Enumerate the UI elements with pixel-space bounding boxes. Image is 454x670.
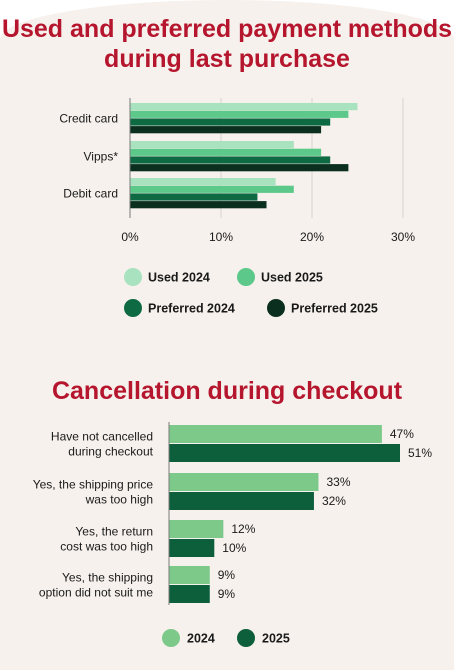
bar — [169, 425, 382, 443]
category-label: was too high — [85, 493, 153, 507]
bar — [130, 103, 358, 111]
legend-label: 2025 — [262, 632, 290, 646]
data-label: 9% — [218, 568, 236, 582]
bar — [169, 492, 314, 510]
data-label: 12% — [231, 522, 255, 536]
data-label: 32% — [322, 494, 346, 508]
legend-label: Preferred 2025 — [291, 302, 378, 316]
legend-label: Preferred 2024 — [148, 302, 235, 316]
chart1-title: Used and preferred payment methods durin… — [1, 15, 453, 73]
bar — [169, 566, 210, 584]
category-label: option did not suit me — [39, 586, 153, 600]
bar — [169, 585, 210, 603]
bar — [169, 520, 224, 538]
data-label: 9% — [218, 587, 236, 601]
legend-label: Used 2024 — [148, 271, 210, 285]
chart2-title: Cancellation during checkout — [51, 377, 403, 405]
legend-swatch — [162, 629, 180, 647]
bar — [130, 141, 294, 149]
category-label: Vipps* — [84, 149, 119, 163]
bar — [169, 444, 400, 462]
category-label: Credit card — [59, 111, 118, 125]
bar — [130, 164, 349, 172]
data-label: 33% — [326, 475, 350, 489]
bar — [130, 118, 331, 126]
bar — [130, 126, 322, 134]
x-tick-label: 10% — [209, 230, 233, 244]
legend-label: Used 2025 — [261, 271, 323, 285]
bar — [130, 178, 276, 186]
payment-methods-chart: 0% 10% 20% 30% Credit card Vipps* Debit card Us… — [59, 98, 415, 317]
bar — [130, 110, 349, 118]
legend-swatch — [124, 268, 142, 286]
legend-swatch — [237, 268, 255, 286]
category-label: Yes, the shipping price — [33, 478, 154, 492]
data-label: 10% — [222, 541, 246, 555]
legend-swatch — [124, 299, 142, 317]
bar — [130, 148, 322, 156]
bar — [130, 201, 267, 209]
category-label: Yes, the return — [75, 525, 153, 539]
category-label: during checkout — [68, 445, 153, 459]
x-tick-label: 0% — [121, 230, 139, 244]
x-tick-label: 30% — [391, 230, 415, 244]
bar — [130, 193, 258, 201]
category-label: Have not cancelled — [51, 430, 153, 444]
legend-swatch — [267, 299, 285, 317]
legend-label: 2024 — [187, 632, 215, 646]
bar — [130, 156, 331, 164]
data-label: 51% — [408, 446, 432, 460]
bar — [130, 185, 294, 193]
x-tick-label: 20% — [300, 230, 324, 244]
bar — [169, 473, 319, 491]
bar — [169, 539, 215, 557]
data-label: 47% — [390, 427, 414, 441]
category-label: cost was too high — [60, 540, 153, 554]
category-label: Debit card — [63, 186, 118, 200]
category-label: Yes, the shipping — [62, 571, 153, 585]
legend-swatch — [237, 629, 255, 647]
